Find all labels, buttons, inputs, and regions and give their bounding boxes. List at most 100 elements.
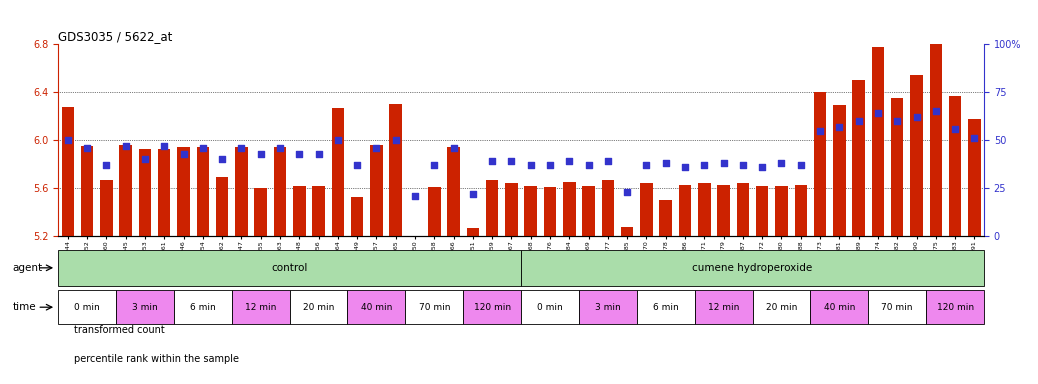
Bar [177, 147, 190, 236]
Bar [834, 105, 846, 236]
Bar [351, 197, 363, 236]
Text: 3 min: 3 min [132, 303, 158, 312]
Point [928, 108, 945, 114]
Bar [119, 145, 132, 236]
Point [252, 151, 269, 157]
Text: 40 min: 40 min [824, 303, 855, 312]
Point [677, 164, 693, 170]
Bar [61, 106, 74, 236]
Point [561, 158, 577, 164]
Bar [290, 290, 348, 324]
Point [812, 127, 828, 134]
Bar [158, 149, 170, 236]
Point [503, 158, 520, 164]
Point [310, 151, 327, 157]
Point [234, 145, 250, 151]
Bar [486, 180, 498, 236]
Point [98, 162, 114, 168]
Bar [699, 184, 711, 236]
Text: time: time [12, 302, 36, 312]
Point [696, 162, 713, 168]
Point [947, 126, 963, 132]
Bar [254, 188, 267, 236]
Point [580, 162, 597, 168]
Point [387, 137, 404, 143]
Point [445, 145, 462, 151]
Bar [293, 186, 305, 236]
Point [754, 164, 770, 170]
Bar [811, 290, 868, 324]
Point [850, 118, 867, 124]
Bar [274, 147, 286, 236]
Point [638, 162, 655, 168]
Bar [910, 75, 923, 236]
Point [522, 162, 539, 168]
Bar [737, 184, 749, 236]
Point [908, 114, 925, 120]
Bar [196, 147, 209, 236]
Bar [694, 290, 753, 324]
Bar [389, 104, 402, 236]
Text: 20 min: 20 min [303, 303, 334, 312]
Text: 120 min: 120 min [473, 303, 511, 312]
Bar [231, 290, 290, 324]
Bar [463, 290, 521, 324]
Bar [579, 290, 636, 324]
Point [792, 162, 809, 168]
Bar [331, 108, 344, 236]
Point [59, 137, 76, 143]
Text: 6 min: 6 min [653, 303, 679, 312]
Point [966, 135, 983, 141]
Text: cumene hydroperoxide: cumene hydroperoxide [692, 263, 813, 273]
Point [194, 145, 211, 151]
Text: 70 min: 70 min [418, 303, 450, 312]
Bar [814, 92, 826, 236]
Point [214, 156, 230, 162]
Point [619, 189, 635, 195]
Bar [753, 290, 811, 324]
Point [349, 162, 365, 168]
Bar [521, 250, 984, 286]
Bar [636, 290, 694, 324]
Point [773, 160, 790, 166]
Point [831, 124, 848, 130]
Bar [405, 290, 463, 324]
Bar [582, 186, 595, 236]
Bar [949, 96, 961, 236]
Bar [312, 186, 325, 236]
Bar [58, 290, 116, 324]
Bar [100, 180, 112, 236]
Bar [968, 119, 981, 236]
Bar [428, 187, 440, 236]
Bar [81, 146, 93, 236]
Point [657, 160, 674, 166]
Text: 20 min: 20 min [766, 303, 797, 312]
Point [368, 145, 385, 151]
Bar [521, 290, 579, 324]
Bar [563, 182, 575, 236]
Bar [524, 186, 537, 236]
Point [175, 151, 192, 157]
Point [117, 143, 134, 149]
Bar [852, 80, 865, 236]
Point [735, 162, 752, 168]
Bar [930, 44, 943, 236]
Point [291, 151, 307, 157]
Bar [139, 149, 152, 236]
Bar [602, 180, 614, 236]
Bar [467, 228, 480, 236]
Bar [348, 290, 405, 324]
Bar [621, 227, 633, 236]
Point [407, 193, 424, 199]
Bar [756, 186, 768, 236]
Text: percentile rank within the sample: percentile rank within the sample [74, 354, 239, 364]
Text: agent: agent [12, 263, 43, 273]
Text: 6 min: 6 min [190, 303, 216, 312]
Bar [679, 185, 691, 236]
Bar [544, 187, 556, 236]
Point [465, 191, 482, 197]
Text: 0 min: 0 min [74, 303, 100, 312]
Point [715, 160, 732, 166]
Bar [794, 185, 807, 236]
Bar [717, 185, 730, 236]
